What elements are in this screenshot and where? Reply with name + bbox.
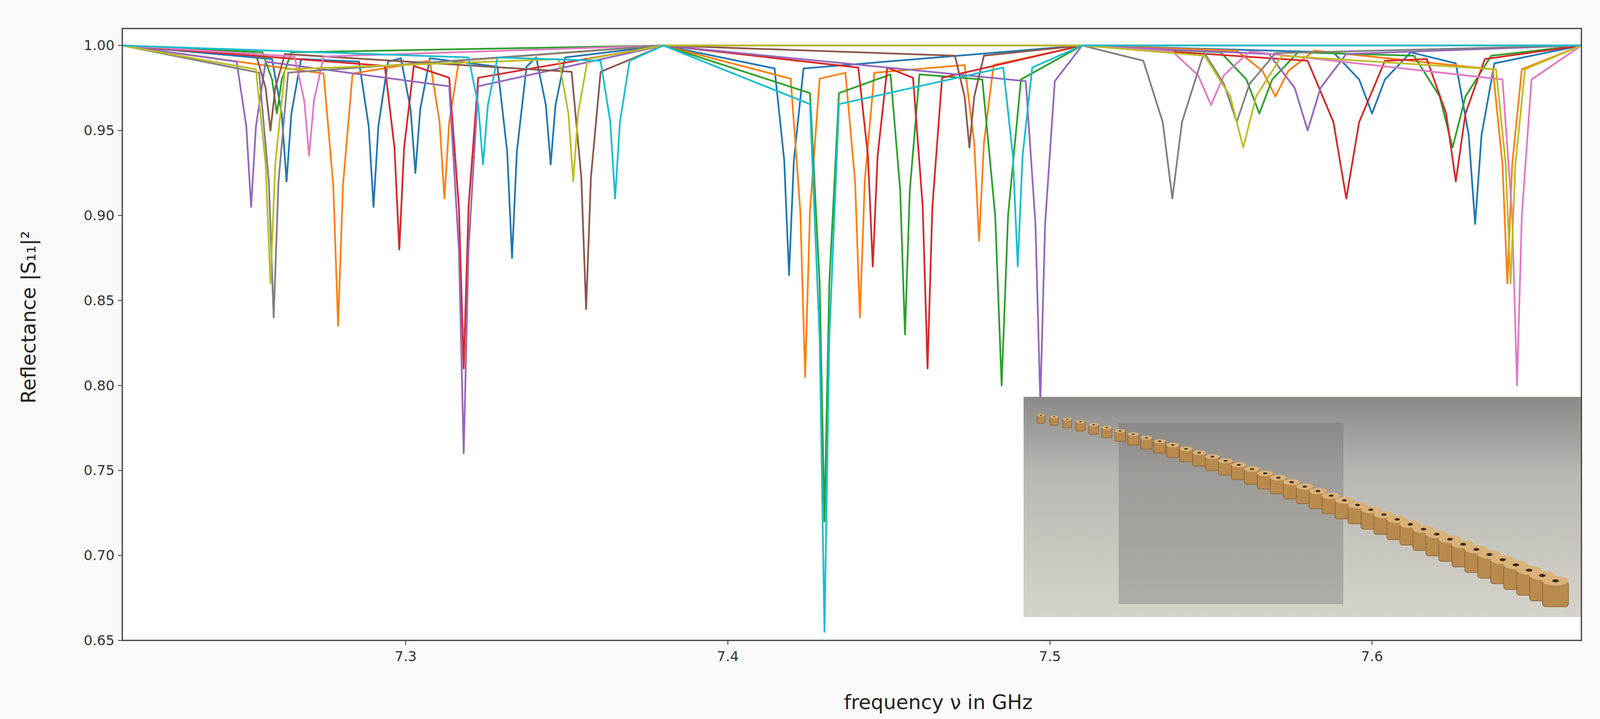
series-line <box>122 45 1582 318</box>
x-tick-label: 7.5 <box>1039 648 1062 665</box>
y-axis-title: Reflectance |S₁₁|² <box>16 231 41 404</box>
y-tick <box>117 555 123 557</box>
series-line <box>122 45 1582 284</box>
x-tick <box>1049 640 1051 646</box>
y-tick <box>117 44 123 46</box>
series-line <box>122 45 1582 633</box>
background <box>0 0 1600 719</box>
y-tick-label: 0.95 <box>83 122 115 139</box>
plot-frame <box>122 28 1582 641</box>
y-tick <box>117 640 123 642</box>
series-line <box>122 45 1582 309</box>
y-tick-label: 0.90 <box>83 207 115 224</box>
x-tick-label: 7.6 <box>1361 648 1384 665</box>
series-line <box>122 45 1582 386</box>
x-tick <box>1371 640 1373 646</box>
x-tick-label: 7.3 <box>394 648 417 665</box>
y-tick-label: 0.85 <box>83 292 115 309</box>
y-tick <box>117 470 123 471</box>
plot-area <box>122 28 1582 641</box>
y-tick <box>117 130 123 131</box>
y-tick-label: 0.65 <box>83 632 115 649</box>
x-tick <box>405 640 407 646</box>
series-line <box>122 45 1582 369</box>
x-axis-title: frequency ν in GHz <box>843 690 1033 715</box>
series-line <box>122 45 1582 454</box>
y-tick-label: 1.00 <box>83 37 115 54</box>
inset-photo <box>1023 397 1582 618</box>
x-tick-label: 7.4 <box>716 648 739 665</box>
y-tick-label: 0.70 <box>83 547 115 564</box>
y-tick-label: 0.75 <box>83 462 115 479</box>
chart: 7.3 7.4 7.5 7.6 0.65 0.70 0.75 0.80 0.85 0.90 0.95… <box>0 0 1600 719</box>
x-tick <box>727 640 729 646</box>
y-tick-label: 0.80 <box>83 377 115 395</box>
series-line <box>122 45 1582 378</box>
y-tick <box>117 215 123 217</box>
y-tick <box>117 385 123 387</box>
y-tick <box>117 300 123 302</box>
series-group <box>122 45 1582 633</box>
